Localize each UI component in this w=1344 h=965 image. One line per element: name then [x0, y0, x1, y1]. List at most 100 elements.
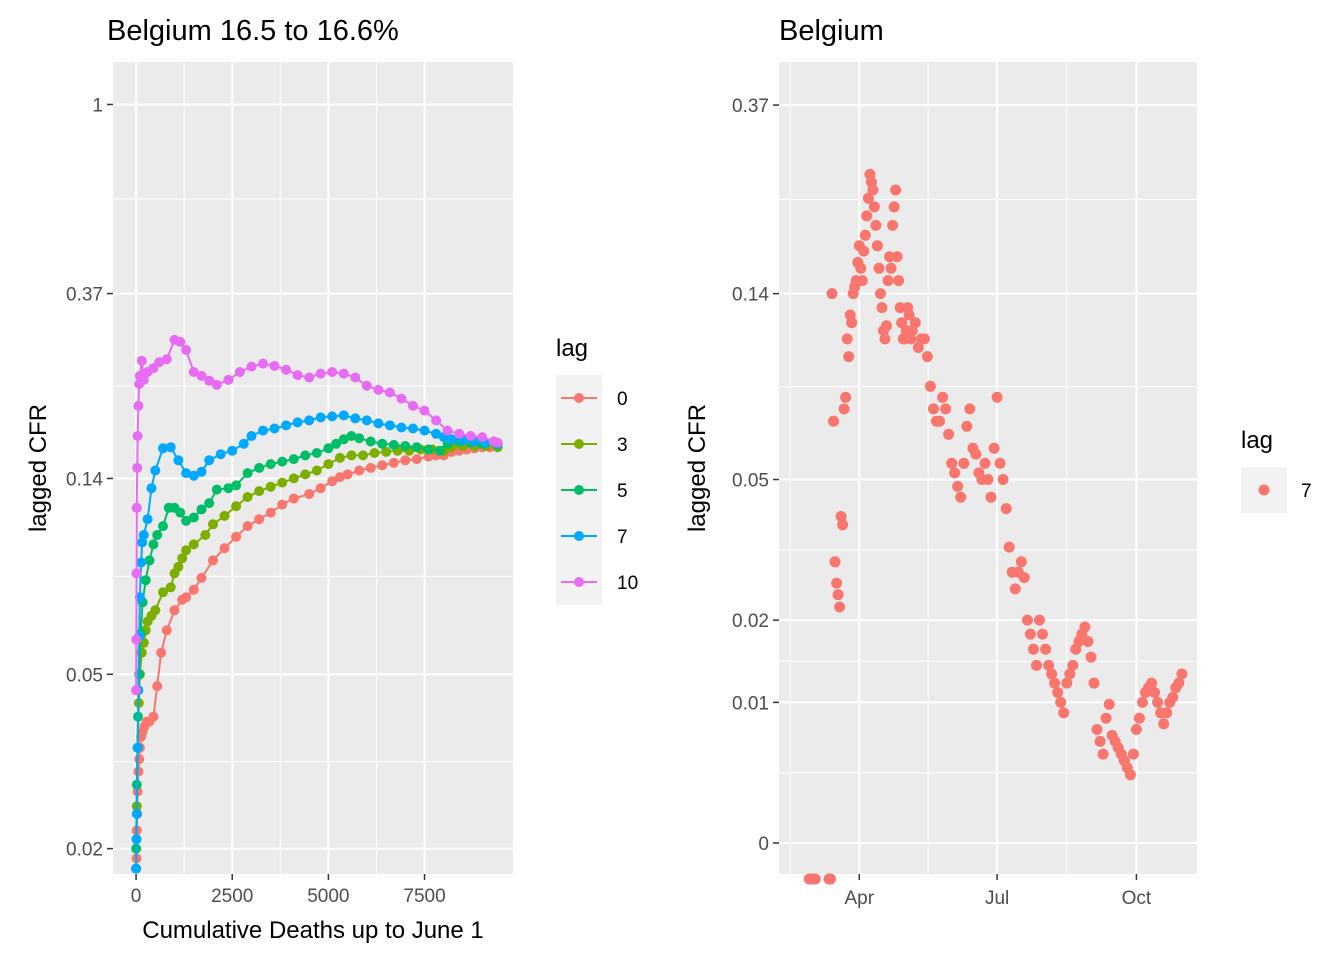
right-point-lag-7: [1161, 707, 1173, 719]
left-point-lag-5: [346, 431, 357, 441]
left-y-tick-label-1: 1: [92, 95, 103, 116]
right-point-lag-7: [1043, 659, 1055, 671]
left-point-lag-10: [281, 364, 292, 375]
left-point-lag-5: [423, 444, 434, 455]
right-point-lag-7: [1015, 556, 1027, 568]
left-legend-items: 0 3 5 7 10: [561, 389, 638, 594]
left-point-lag-3: [158, 587, 168, 598]
right-point-lag-7: [1009, 583, 1021, 595]
right-point-lag-7: [1046, 668, 1058, 680]
right-panel: Belgium 00.010.020.050.140.37 Apr Jul Oct …: [684, 15, 1197, 909]
left-point-lag-10: [181, 345, 192, 355]
right-point-lag-7: [1052, 687, 1064, 698]
left-legend-label: 3: [617, 435, 628, 456]
left-panel: Belgium 16.5 to 16.6% 0.020.050.140.371 …: [25, 15, 513, 944]
left-point-lag-5: [152, 530, 163, 540]
right-point-lag-7: [1037, 628, 1048, 640]
left-point-lag-10: [327, 367, 338, 377]
left-point-lag-10: [188, 367, 199, 377]
left-point-lag-5: [388, 439, 399, 450]
right-point-lag-7: [961, 420, 973, 432]
left-point-lag-5: [338, 434, 349, 445]
left-point-lag-5: [411, 442, 422, 453]
right-point-lag-7: [882, 275, 894, 287]
left-point-lag-7: [146, 483, 157, 494]
left-y-axis: 0.02 0.05 0.14 0.37 1: [66, 95, 113, 861]
right-point-lag-7: [985, 491, 997, 503]
left-point-lag-3: [173, 561, 184, 572]
left-point-lag-0: [169, 605, 180, 616]
right-point-lag-7: [893, 275, 905, 287]
left-chart-title: Belgium 16.5 to 16.6%: [107, 15, 399, 47]
right-point-lag-7: [861, 210, 873, 222]
left-point-lag-0: [365, 462, 376, 473]
right-point-lag-7: [826, 288, 838, 300]
right-point-lag-7: [809, 873, 821, 885]
right-point-lag-7: [1103, 698, 1115, 710]
left-point-lag-10: [384, 387, 395, 398]
right-point-lag-7: [982, 474, 994, 485]
right-point-lag-7: [1094, 735, 1106, 747]
left-legend-item-10: 10: [561, 573, 638, 594]
right-point-lag-7: [1000, 503, 1012, 515]
right-point-lag-7: [997, 474, 1009, 485]
left-point-lag-7: [315, 412, 326, 423]
left-x-axis: 0 2500 5000 7500: [131, 874, 446, 907]
right-point-lag-7: [952, 480, 964, 492]
right-point-lag-7: [1127, 748, 1139, 760]
left-point-lag-0: [334, 472, 345, 483]
left-point-lag-0: [188, 584, 199, 595]
right-point-lag-7: [1146, 677, 1158, 689]
right-point-lag-7: [943, 428, 955, 440]
left-point-lag-5: [144, 555, 155, 566]
left-point-lag-10: [175, 336, 186, 347]
left-point-lag-10: [132, 462, 143, 473]
left-point-lag-7: [181, 468, 192, 479]
left-point-lag-0: [304, 489, 315, 499]
left-point-lag-3: [288, 473, 299, 484]
left-point-lag-10: [454, 428, 465, 439]
left-point-lag-7: [246, 431, 257, 441]
right-point-lag-7: [885, 262, 897, 274]
left-point-lag-7: [258, 425, 268, 436]
left-legend-title: lag: [556, 335, 588, 362]
right-point-lag-7: [988, 442, 1000, 454]
right-point-lag-7: [912, 342, 924, 353]
left-point-lag-5: [354, 433, 365, 444]
right-x-tick-label-oct: Oct: [1122, 888, 1152, 909]
left-point-lag-10: [477, 432, 488, 443]
left-point-lag-5: [175, 507, 186, 518]
right-point-lag-7: [921, 351, 933, 363]
left-point-lag-7: [408, 423, 418, 434]
left-point-lag-0: [288, 493, 299, 504]
left-legend-label: 10: [617, 573, 638, 594]
left-point-lag-7: [269, 423, 280, 434]
left-legend-key-point: [574, 485, 584, 495]
right-legend-label: 7: [1301, 481, 1312, 502]
right-y-axis-title: lagged CFR: [684, 404, 711, 532]
left-point-lag-10: [196, 370, 207, 381]
left-series-0: [131, 441, 503, 874]
left-point-lag-5: [288, 454, 299, 465]
left-legend-label: 5: [617, 481, 628, 502]
left-x-axis-title: Cumulative Deaths up to June 1: [142, 917, 484, 944]
left-point-lag-7: [238, 438, 249, 449]
left-point-lag-3: [150, 605, 161, 616]
left-point-lag-10: [338, 368, 349, 379]
right-point-lag-7: [1040, 643, 1052, 655]
right-point-lag-7: [937, 391, 949, 403]
right-point-lag-7: [1082, 636, 1094, 647]
left-point-lag-7: [131, 808, 142, 819]
left-point-lag-0: [219, 543, 230, 554]
left-point-lag-0: [133, 766, 144, 777]
right-point-lag-7: [1133, 712, 1145, 724]
right-point-lag-7: [859, 229, 871, 241]
left-point-lag-5: [265, 459, 276, 470]
left-point-lag-0: [327, 476, 338, 487]
left-point-lag-3: [323, 459, 334, 470]
left-point-lag-0: [208, 555, 218, 566]
left-point-lag-0: [354, 465, 365, 476]
left-point-lag-10: [131, 685, 142, 696]
left-legend-key-point: [574, 531, 584, 541]
